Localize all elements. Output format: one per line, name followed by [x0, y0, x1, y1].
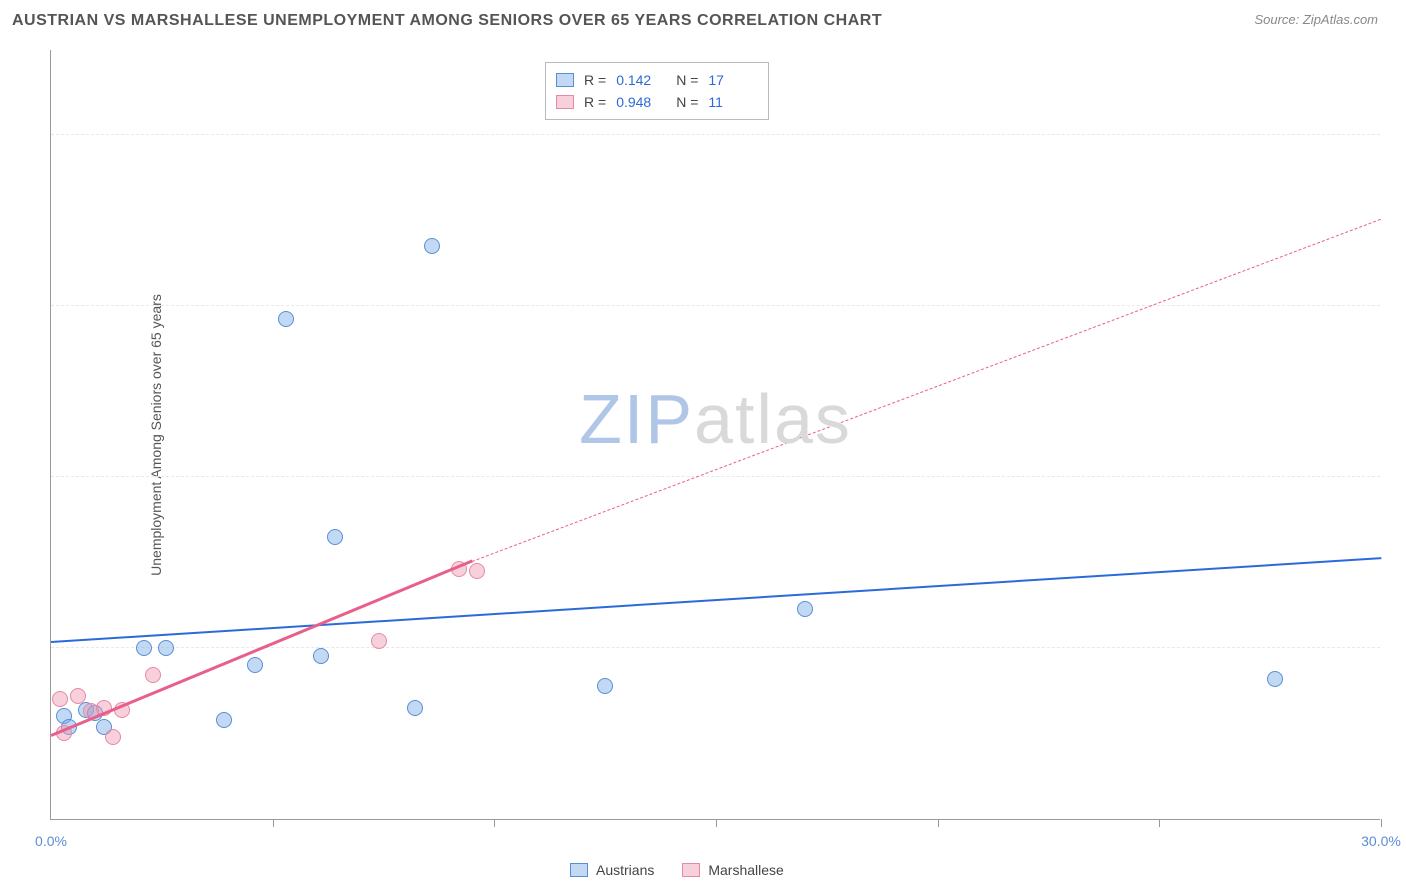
- source-label: Source: ZipAtlas.com: [1254, 12, 1378, 27]
- data-point-austrians: [216, 712, 232, 728]
- x-tick: [1381, 819, 1382, 827]
- data-point-marshallese: [371, 633, 387, 649]
- y-tick-label: 40.0%: [1390, 111, 1406, 127]
- legend-series: Austrians Marshallese: [570, 862, 784, 878]
- plot-surface: 10.0%20.0%30.0%40.0%0.0%30.0%: [51, 50, 1380, 819]
- header: AUSTRIAN VS MARSHALLESE UNEMPLOYMENT AMO…: [0, 0, 1406, 34]
- r-value: 0.142: [616, 69, 666, 91]
- data-point-austrians: [327, 529, 343, 545]
- legend-label: Austrians: [596, 862, 654, 878]
- legend-swatch: [556, 95, 574, 109]
- data-point-austrians: [136, 640, 152, 656]
- data-point-marshallese: [70, 688, 86, 704]
- r-label: R =: [584, 91, 606, 113]
- trend-line-extrapolated: [472, 219, 1381, 562]
- n-value: 11: [708, 91, 758, 113]
- data-point-austrians: [597, 678, 613, 694]
- data-point-austrians: [313, 648, 329, 664]
- y-tick-label: 30.0%: [1390, 282, 1406, 298]
- data-point-austrians: [797, 601, 813, 617]
- data-point-marshallese: [469, 563, 485, 579]
- data-point-austrians: [158, 640, 174, 656]
- data-point-austrians: [1267, 671, 1283, 687]
- legend-stat-row-austrians: R = 0.142 N = 17: [556, 69, 758, 91]
- gridline: [51, 305, 1380, 306]
- n-value: 17: [708, 69, 758, 91]
- r-value: 0.948: [616, 91, 666, 113]
- gridline: [51, 647, 1380, 648]
- legend-item-marshallese: Marshallese: [682, 862, 783, 878]
- gridline: [51, 476, 1380, 477]
- legend-stat-row-marshallese: R = 0.948 N = 11: [556, 91, 758, 113]
- legend-item-austrians: Austrians: [570, 862, 654, 878]
- data-point-austrians: [424, 238, 440, 254]
- x-tick-label: 30.0%: [1361, 833, 1401, 849]
- r-label: R =: [584, 69, 606, 91]
- trend-line: [51, 557, 1381, 643]
- x-tick: [494, 819, 495, 827]
- gridline: [51, 134, 1380, 135]
- data-point-marshallese: [105, 729, 121, 745]
- n-label: N =: [676, 69, 698, 91]
- data-point-austrians: [407, 700, 423, 716]
- data-point-marshallese: [52, 691, 68, 707]
- y-tick-label: 10.0%: [1390, 624, 1406, 640]
- data-point-austrians: [247, 657, 263, 673]
- legend-stats: R = 0.142 N = 17 R = 0.948 N = 11: [545, 62, 769, 120]
- legend-label: Marshallese: [708, 862, 783, 878]
- legend-swatch: [570, 863, 588, 877]
- x-tick: [716, 819, 717, 827]
- n-label: N =: [676, 91, 698, 113]
- data-point-marshallese: [145, 667, 161, 683]
- data-point-austrians: [278, 311, 294, 327]
- x-tick: [938, 819, 939, 827]
- y-tick-label: 20.0%: [1390, 453, 1406, 469]
- x-tick: [1159, 819, 1160, 827]
- x-tick: [273, 819, 274, 827]
- x-tick-label: 0.0%: [35, 833, 67, 849]
- legend-swatch: [556, 73, 574, 87]
- chart-area: Unemployment Among Seniors over 65 years…: [50, 50, 1380, 820]
- legend-swatch: [682, 863, 700, 877]
- chart-title: AUSTRIAN VS MARSHALLESE UNEMPLOYMENT AMO…: [12, 12, 882, 30]
